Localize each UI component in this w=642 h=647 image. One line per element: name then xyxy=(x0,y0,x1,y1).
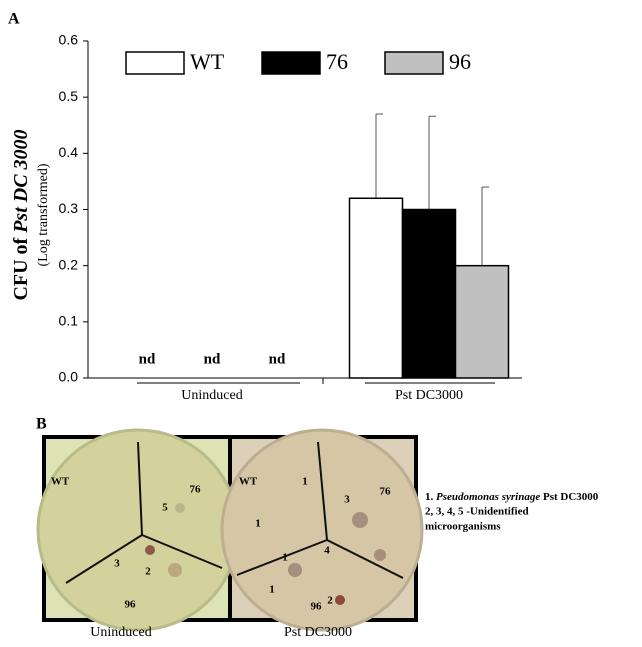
y-tick-label: 0.2 xyxy=(59,256,79,272)
petri-dish xyxy=(220,428,424,632)
plate-label: 2 xyxy=(327,595,333,607)
sector-line xyxy=(236,539,328,576)
legend-swatch xyxy=(384,51,444,75)
plate-photo xyxy=(220,428,424,632)
plate-labels: WT 76 5 3 2 96 WT 76 3 1 1 1 1 4 2 96 xyxy=(51,476,391,613)
x-tick-label: Pst DC3000 xyxy=(395,388,463,403)
sector-line xyxy=(141,534,223,569)
plate-caption: Uninduced xyxy=(90,625,151,640)
panel-label: A xyxy=(8,11,20,28)
legend-label: WT xyxy=(190,49,225,74)
plate-label: 4 xyxy=(324,545,330,557)
plate-label: 76 xyxy=(190,484,202,496)
plate-label: WT xyxy=(51,476,70,488)
y-tick-label: 0.4 xyxy=(59,144,79,160)
plate-label: WT xyxy=(239,476,258,488)
bar xyxy=(401,208,457,379)
y-label-text: CFU of xyxy=(10,233,32,301)
y-label-italic: Pst DC 3000 xyxy=(10,129,32,233)
legend-swatch xyxy=(261,51,321,75)
plate-label: 5 xyxy=(162,502,168,514)
plate-label: 3 xyxy=(344,494,350,506)
legend-swatch xyxy=(125,51,185,75)
legend-text: Pst DC3000 xyxy=(540,491,599,503)
colony xyxy=(175,503,185,513)
colony xyxy=(168,563,182,577)
legend-line: 2, 3, 4, 5 -Unidentified xyxy=(425,506,529,518)
plate-label: 76 xyxy=(380,486,392,498)
bar xyxy=(454,264,510,379)
plate-label: 1 xyxy=(269,584,275,596)
legend-line: microorganisms xyxy=(425,521,501,533)
colony xyxy=(288,563,302,577)
sector-line xyxy=(137,441,143,536)
sector-line xyxy=(326,539,404,579)
y-tick-label: 0.0 xyxy=(59,369,79,385)
bar xyxy=(348,197,404,379)
plate-label: 96 xyxy=(311,601,323,613)
legend-label: 76 xyxy=(326,49,348,74)
sector-line xyxy=(65,534,143,584)
plate-label: 3 xyxy=(114,558,120,570)
legend-line: 1. Pseudomonas syrinage Pst DC3000 xyxy=(425,491,599,503)
plate-label: 1 xyxy=(255,518,261,530)
sector-line xyxy=(317,441,328,541)
value-label: nd xyxy=(204,351,221,367)
value-label: nd xyxy=(269,351,286,367)
plate-label: 1 xyxy=(282,552,288,564)
plate-label: 2 xyxy=(145,566,151,578)
y-tick-label: 0.6 xyxy=(59,32,79,48)
legend-italic: Pseudomonas syrinage xyxy=(436,491,540,503)
legend-label: 96 xyxy=(449,49,471,74)
value-label: nd xyxy=(139,351,156,367)
colony xyxy=(352,512,368,528)
legend-text: 1. xyxy=(425,491,436,503)
colony xyxy=(374,549,386,561)
y-axis-sublabel: (Log transformed) xyxy=(36,163,51,266)
panel-label: B xyxy=(36,416,47,433)
colony xyxy=(335,595,345,605)
y-axis-label: CFU of Pst DC 3000 xyxy=(10,129,32,300)
plate-label: 1 xyxy=(302,476,308,488)
y-tick-label: 0.3 xyxy=(59,200,79,216)
plate-caption: Pst DC3000 xyxy=(284,625,352,640)
plate-photo xyxy=(36,428,240,632)
y-tick-label: 0.5 xyxy=(59,88,79,104)
plate-label: 96 xyxy=(125,599,137,611)
colony xyxy=(145,545,155,555)
y-tick-label: 0.1 xyxy=(59,313,79,329)
x-tick-label: Uninduced xyxy=(181,388,242,403)
